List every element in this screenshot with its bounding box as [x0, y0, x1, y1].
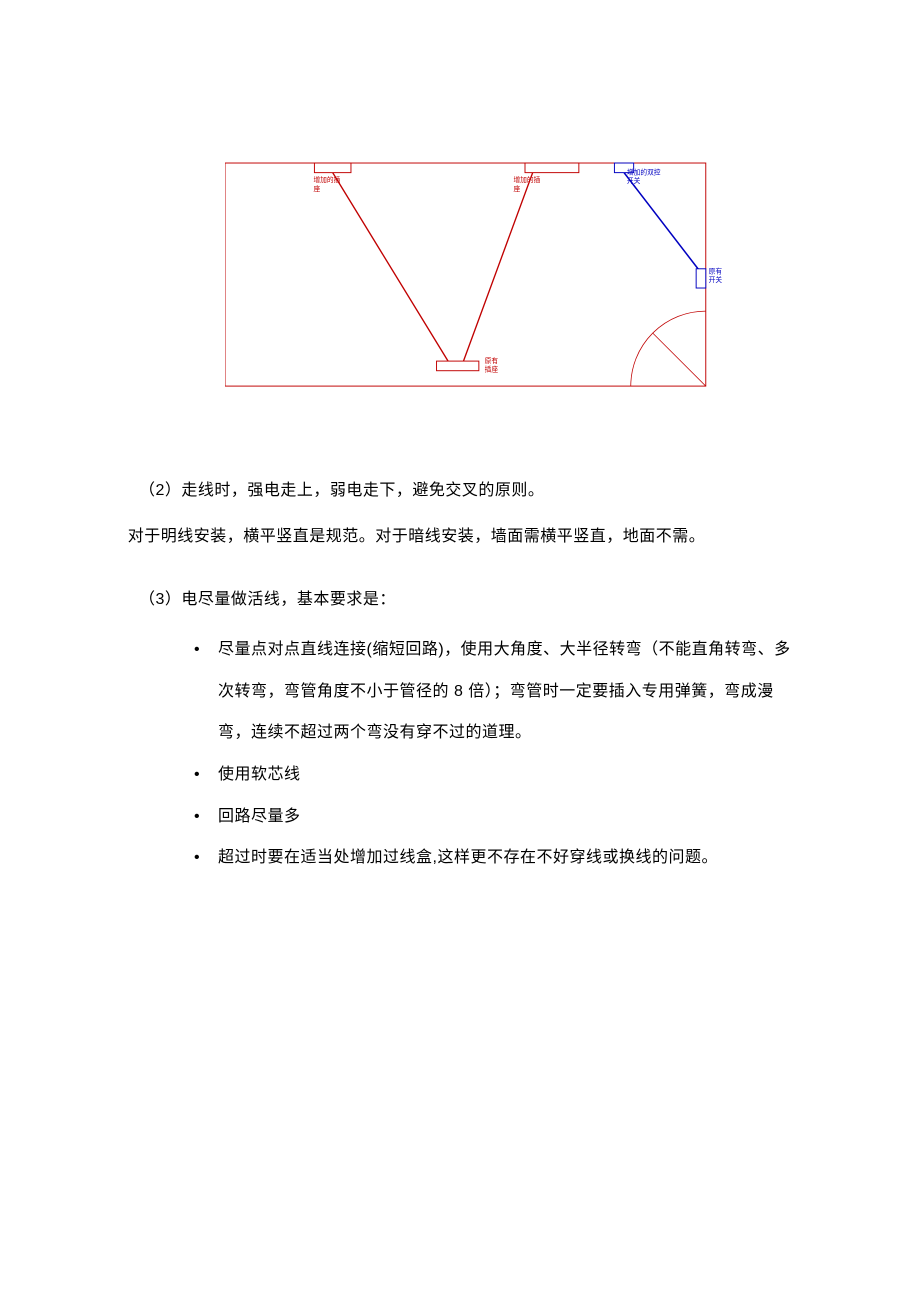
svg-text:原有: 原有: [485, 356, 499, 365]
paragraph-rule-2b: 对于明线安装，横平竖直是规范。对于暗线安装，墙面需横平竖直，地面不需。: [115, 518, 805, 556]
list-item: 回路尽量多: [190, 796, 805, 838]
paragraph-rule-3: （3）电尽量做活线，基本要求是：: [115, 581, 805, 619]
list-item: 尽量点对点直线连接(缩短回路)，使用大角度、大半径转弯（不能直角转弯、多次转弯，…: [190, 629, 805, 754]
wiring-diagram-svg: 增加的插座增加的插座增加的双控开关原有插座原有开关: [225, 160, 725, 392]
paragraph-rule-2: （2）走线时，强电走上，弱电走下，避免交叉的原则。: [115, 472, 805, 510]
wiring-diagram: 增加的插座增加的插座增加的双控开关原有插座原有开关: [225, 160, 725, 392]
svg-text:增加的插: 增加的插: [513, 175, 540, 184]
list-item: 超过时要在适当处增加过线盒,这样更不存在不好穿线或换线的问题。: [190, 837, 805, 879]
svg-text:增加的双控: 增加的双控: [627, 168, 661, 177]
requirements-list: 尽量点对点直线连接(缩短回路)，使用大角度、大半径转弯（不能直角转弯、多次转弯，…: [190, 629, 805, 879]
svg-text:座: 座: [313, 184, 320, 193]
svg-text:原有: 原有: [709, 267, 723, 276]
svg-text:开关: 开关: [709, 275, 723, 284]
document-page: 增加的插座增加的插座增加的双控开关原有插座原有开关 （2）走线时，强电走上，弱电…: [0, 160, 920, 879]
svg-text:座: 座: [513, 184, 520, 193]
svg-text:开关: 开关: [627, 176, 641, 185]
svg-text:增加的插: 增加的插: [313, 175, 340, 184]
svg-text:插座: 插座: [485, 365, 499, 374]
list-item: 使用软芯线: [190, 754, 805, 796]
